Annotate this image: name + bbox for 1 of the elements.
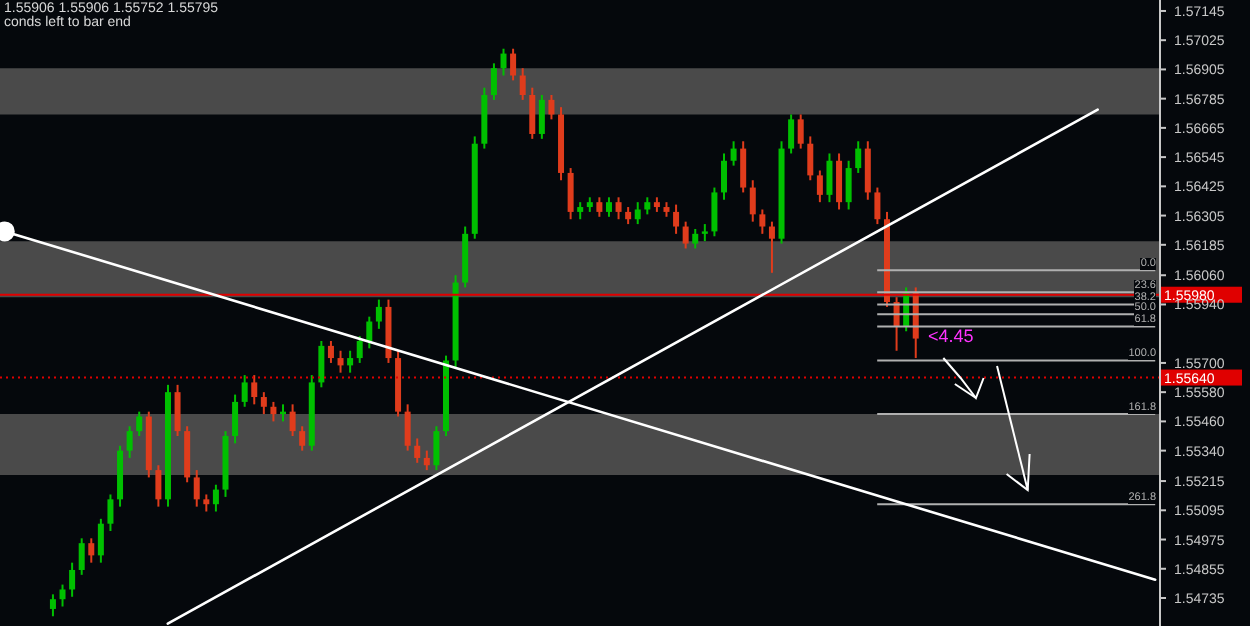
annotation: <4.45 <box>928 326 974 346</box>
